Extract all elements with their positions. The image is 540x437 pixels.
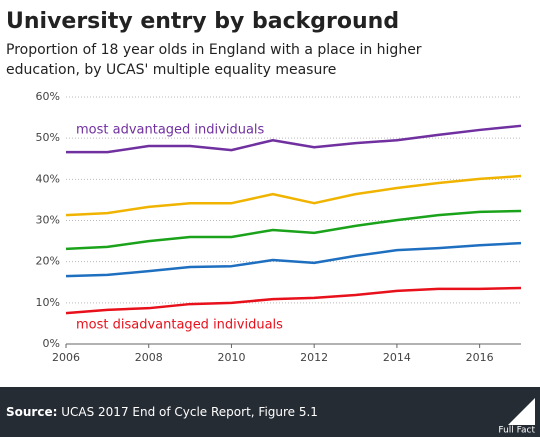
x-tick-label: 2016 xyxy=(466,351,494,364)
x-tick-label: 2006 xyxy=(52,351,80,364)
footer-bar xyxy=(0,387,540,437)
x-tick-label: 2010 xyxy=(217,351,245,364)
series-line xyxy=(65,209,522,251)
annotation: most disadvantaged individuals xyxy=(76,318,283,333)
source-text: UCAS 2017 End of Cycle Report, Figure 5.… xyxy=(61,405,318,419)
series-line xyxy=(66,124,522,154)
source-label: Source: xyxy=(6,405,57,419)
logo-shape xyxy=(508,398,535,425)
chart-subtitle: education, by UCAS' multiple equality me… xyxy=(6,62,336,78)
y-tick-label: 30% xyxy=(36,214,60,227)
series-line xyxy=(65,174,522,217)
annotation: most advantaged individuals xyxy=(76,123,265,138)
x-tick-label: 2014 xyxy=(383,351,411,364)
y-tick-label: 10% xyxy=(36,296,60,309)
footer-source: Source: UCAS 2017 End of Cycle Report, F… xyxy=(6,405,318,419)
chart-title: University entry by background xyxy=(6,9,399,34)
x-tick-label: 2012 xyxy=(300,351,328,364)
footer-logo: Full Fact xyxy=(498,426,535,436)
y-tick-label: 50% xyxy=(36,131,60,144)
y-tick-label: 20% xyxy=(36,255,60,268)
y-tick-label: 40% xyxy=(36,172,60,185)
series-line xyxy=(65,286,522,315)
y-tick-label: 60% xyxy=(36,90,60,103)
series-line xyxy=(65,241,522,278)
x-tick-label: 2008 xyxy=(135,351,163,364)
y-tick-label: 0% xyxy=(43,337,60,350)
chart-subtitle: Proportion of 18 year olds in England wi… xyxy=(6,42,422,58)
